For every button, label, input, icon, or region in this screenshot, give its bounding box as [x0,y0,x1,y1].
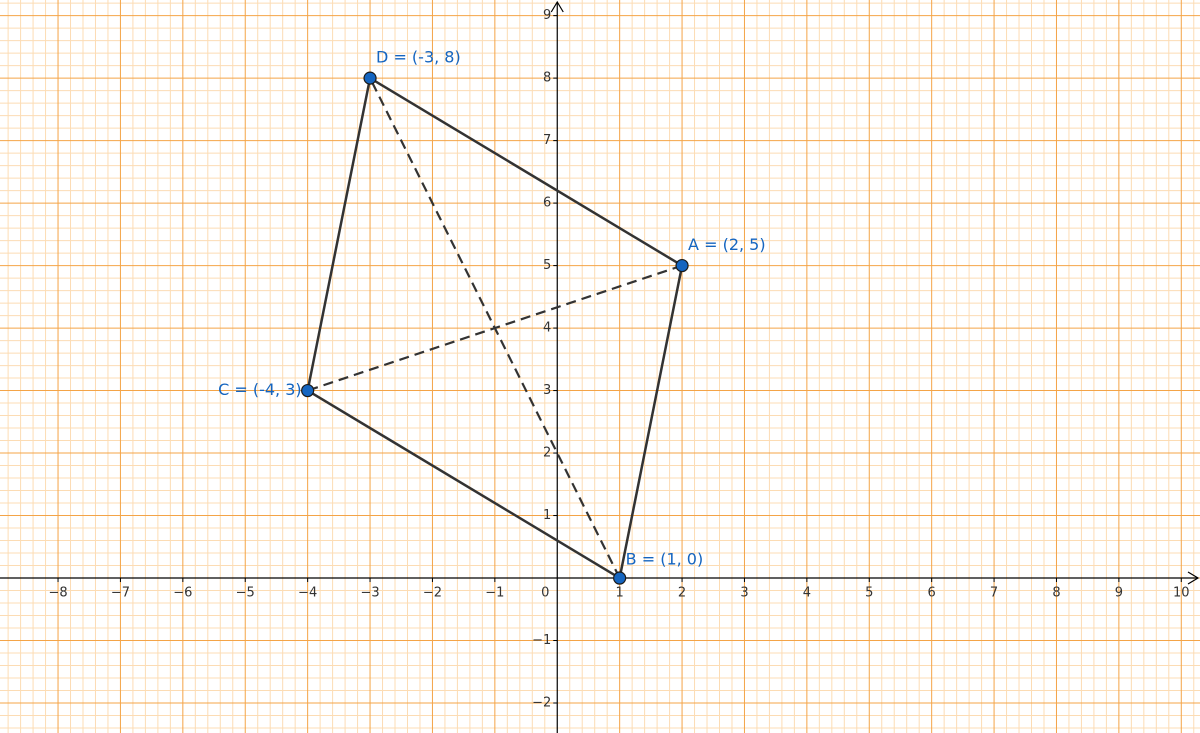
y-tick-label: 1 [543,508,551,523]
side [618,265,684,579]
point [613,571,627,585]
point [363,71,377,85]
diagonal [369,77,621,579]
x-tick-label: 1 [616,586,624,601]
x-tick-label: 3 [740,586,748,601]
side [369,77,683,267]
x-tick-label: 7 [990,586,998,601]
x-tick-label: 8 [1052,586,1060,601]
side [306,77,372,391]
origin-label: 0 [541,586,549,601]
y-tick-label: 4 [543,321,551,336]
y-tick-label: 8 [543,71,551,86]
x-tick-label: −1 [485,586,504,601]
x-tick-label: 6 [928,586,936,601]
y-tick-label: 5 [543,258,551,273]
x-tick-label: −2 [423,586,442,601]
x-tick-label: −3 [360,586,379,601]
point-label: C = (-4, 3) [218,380,302,399]
x-tick-label: −4 [298,586,317,601]
y-tick-label: 7 [543,133,551,148]
point-label: D = (-3, 8) [376,48,461,67]
x-tick-label: 5 [865,586,873,601]
y-tick-label: 9 [543,8,551,23]
x-tick-label: 9 [1115,586,1123,601]
y-tick-label: 3 [543,383,551,398]
y-axis-arrow [550,0,564,13]
x-axis-arrow [1187,571,1200,585]
y-tick-label: −2 [532,696,551,711]
x-tick-label: 4 [803,586,811,601]
x-tick-label: −7 [111,586,130,601]
x-tick-label: −6 [173,586,192,601]
y-tick-label: −1 [532,633,551,648]
x-tick-label: 10 [1173,586,1190,601]
x-tick-label: −8 [48,586,67,601]
point-label: A = (2, 5) [688,235,766,254]
point-label: B = (1, 0) [626,550,704,569]
side [307,389,621,580]
x-tick-label: −5 [236,586,255,601]
point [301,383,315,398]
x-tick-label: 2 [678,586,686,601]
y-tick-label: 6 [543,196,551,211]
point [675,258,689,273]
y-tick-label: 2 [543,446,551,461]
